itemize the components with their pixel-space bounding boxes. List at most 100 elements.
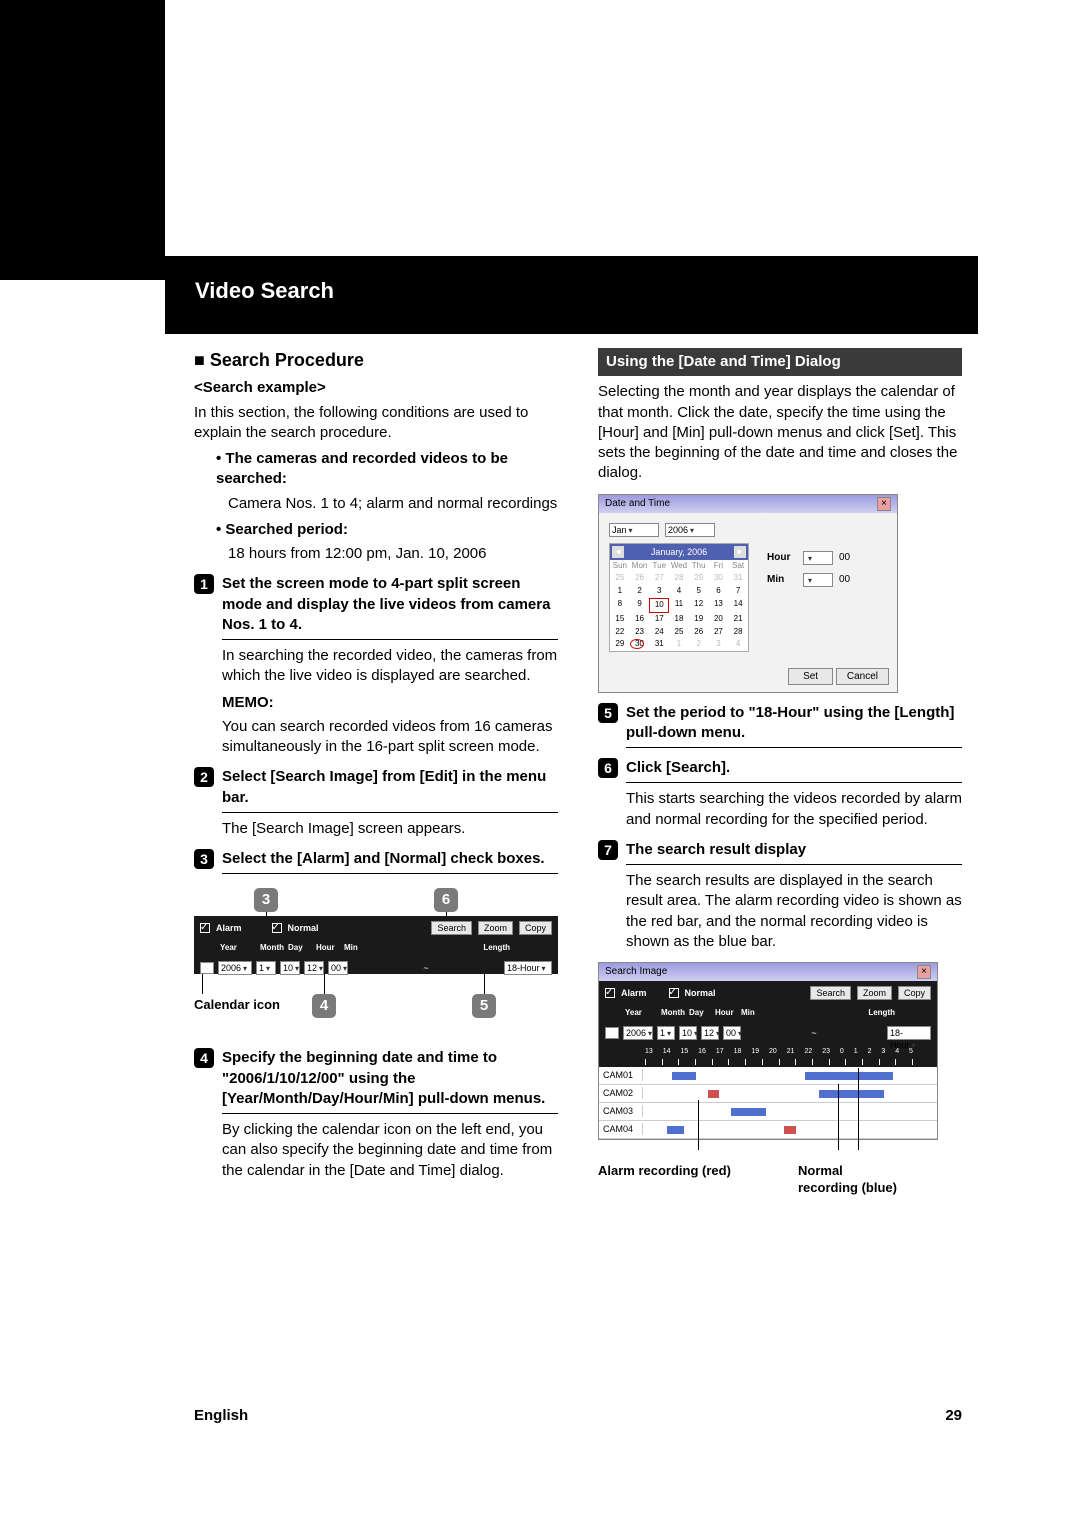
camera-label: CAM04 — [599, 1123, 643, 1135]
step-2-body: The [Search Image] screen appears. — [222, 819, 558, 839]
min-select[interactable] — [803, 573, 833, 587]
calendar-icon[interactable] — [605, 1027, 619, 1039]
step-1: 1 Set the screen mode to 4-part split sc… — [194, 574, 558, 635]
min-select[interactable]: 00 — [723, 1026, 741, 1040]
step-4-body: By clicking the calendar icon on the lef… — [222, 1120, 558, 1181]
result-controls: Alarm Normal Search Zoom Copy Year Month… — [599, 981, 937, 1045]
close-icon[interactable]: × — [917, 965, 931, 979]
hour-select[interactable]: 12 — [701, 1026, 719, 1040]
camera-label: CAM03 — [599, 1105, 643, 1117]
dialog-left: Jan 2006 ◄ January, 2006 ► Sun Mon — [609, 523, 749, 653]
footer-page: 29 — [945, 1407, 962, 1424]
result-title: Search Image — [605, 965, 667, 979]
length-select[interactable]: 18-Hour — [504, 961, 552, 975]
day-select[interactable]: 10 — [280, 961, 300, 975]
result-row: CAM02 — [599, 1085, 937, 1103]
date-time-intro: Selecting the month and year displays th… — [598, 382, 962, 483]
hour-select[interactable]: 12 — [304, 961, 324, 975]
step-2: 2 Select [Search Image] from [Edit] in t… — [194, 767, 558, 808]
callout-3: 3 — [254, 888, 278, 912]
alarm-label: Alarm — [216, 922, 242, 934]
result-row: CAM04 — [599, 1121, 937, 1139]
month-dropdown[interactable]: Jan — [609, 523, 659, 537]
next-month-icon[interactable]: ► — [734, 546, 746, 558]
result-legend: Alarm recording (red) Normal recording (… — [598, 1162, 962, 1197]
camera-label: CAM01 — [599, 1069, 643, 1081]
close-icon[interactable]: × — [877, 497, 891, 511]
memo-label: MEMO: — [222, 693, 558, 713]
separator — [626, 782, 962, 783]
bullet-cameras-body: Camera Nos. 1 to 4; alarm and normal rec… — [194, 494, 558, 514]
panel-row-selects: 2006 1 10 12 00 ~ 18-Hour — [200, 960, 552, 976]
search-button[interactable]: Search — [810, 986, 851, 1000]
step-4-title: Specify the beginning date and time to "… — [222, 1048, 558, 1109]
normal-checkbox[interactable] — [272, 923, 282, 933]
cancel-button[interactable]: Cancel — [836, 668, 889, 685]
normal-checkbox[interactable] — [669, 988, 679, 998]
step-7-title: The search result display — [626, 840, 962, 860]
year-select[interactable]: 2006 — [623, 1026, 653, 1040]
result-titlebar: Search Image × — [599, 963, 937, 981]
memo-body: You can search recorded videos from 16 c… — [222, 717, 558, 758]
step-3: 3 Select the [Alarm] and [Normal] check … — [194, 849, 558, 869]
search-button[interactable]: Search — [431, 921, 472, 935]
hour-select[interactable] — [803, 551, 833, 565]
step-6-title: Click [Search]. — [626, 758, 962, 778]
step-7: 7 The search result display — [598, 840, 962, 860]
month-year-row: Jan 2006 — [609, 523, 749, 537]
min-select[interactable]: 00 — [328, 961, 348, 975]
calendar: ◄ January, 2006 ► Sun Mon Tue Wed Thu Fr… — [609, 543, 749, 653]
step-2-title: Select [Search Image] from [Edit] in the… — [222, 767, 558, 808]
callout-line — [324, 974, 325, 994]
alarm-bar — [708, 1090, 720, 1098]
zoom-button[interactable]: Zoom — [857, 986, 892, 1000]
tilde: ~ — [352, 962, 500, 974]
margin-black-left — [0, 0, 165, 280]
hour-field: Hour 00 — [767, 551, 887, 565]
alarm-checkbox[interactable] — [605, 988, 615, 998]
date-time-banner: Using the [Date and Time] Dialog — [598, 348, 962, 376]
alarm-label: Alarm — [621, 987, 647, 999]
result-rows: CAM01 CAM02 CAM03 — [599, 1067, 937, 1139]
step-number-1: 1 — [194, 574, 214, 594]
step-4: 4 Specify the beginning date and time to… — [194, 1048, 558, 1109]
year-select[interactable]: 2006 — [218, 961, 252, 975]
result-row-checks: Alarm Normal Search Zoom Copy — [605, 985, 931, 1001]
callout-4: 4 — [312, 994, 336, 1018]
content: ■ Search Procedure <Search example> In t… — [194, 348, 962, 1197]
pointer-line — [698, 1100, 699, 1150]
left-column: ■ Search Procedure <Search example> In t… — [194, 348, 558, 1197]
step-number-3: 3 — [194, 849, 214, 869]
step-3-title: Select the [Alarm] and [Normal] check bo… — [222, 849, 558, 869]
hour-label: Hour — [767, 551, 797, 565]
copy-button[interactable]: Copy — [898, 986, 931, 1000]
calendar-grid[interactable]: 25262728293031 1234567 891011121314 1516… — [610, 572, 748, 651]
search-panel: Alarm Normal Search Zoom Copy Year Month… — [194, 916, 558, 974]
zoom-button[interactable]: Zoom — [478, 921, 513, 935]
footer: English 29 — [194, 1407, 962, 1424]
right-column: Using the [Date and Time] Dialog Selecti… — [598, 348, 962, 1197]
step-number-7: 7 — [598, 840, 618, 860]
set-button[interactable]: Set — [788, 668, 833, 685]
prev-month-icon[interactable]: ◄ — [612, 546, 624, 558]
track — [643, 1067, 937, 1084]
page-title: Video Search — [195, 278, 334, 304]
alarm-checkbox[interactable] — [200, 923, 210, 933]
calendar-icon[interactable] — [200, 962, 214, 974]
copy-button[interactable]: Copy — [519, 921, 552, 935]
month-select[interactable]: 1 — [256, 961, 276, 975]
result-row-selects: 2006 1 10 12 00 ~ 18-Hour — [605, 1025, 931, 1041]
day-select[interactable]: 10 — [679, 1026, 697, 1040]
length-select[interactable]: 18-Hour — [887, 1026, 931, 1040]
min-header: Min — [344, 943, 366, 954]
track — [643, 1121, 937, 1138]
timeline-ticks — [605, 1059, 931, 1065]
bullet-period-body: 18 hours from 12:00 pm, Jan. 10, 2006 — [194, 544, 558, 564]
alarm-bar — [784, 1126, 796, 1134]
month-select[interactable]: 1 — [657, 1026, 675, 1040]
result-row: CAM01 — [599, 1067, 937, 1085]
page: Video Search ■ Search Procedure <Search … — [0, 0, 1080, 1528]
normal-legend: Normal recording (blue) — [798, 1162, 898, 1197]
hour-value: 00 — [839, 551, 850, 565]
year-spinner[interactable]: 2006 — [665, 523, 715, 537]
